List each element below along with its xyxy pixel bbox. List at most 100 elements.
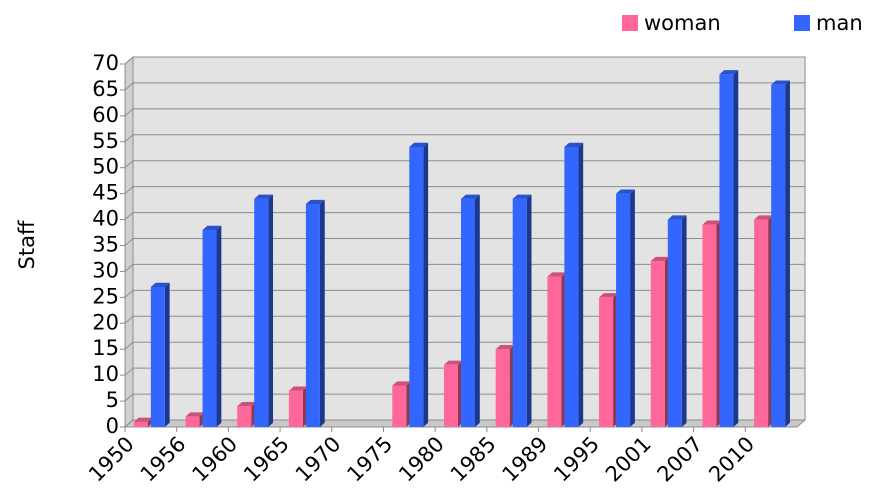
y-tick-label: 65: [92, 77, 119, 101]
bar-front: [616, 193, 631, 427]
grid-line: [124, 56, 805, 65]
x-tick-label: 1989: [498, 432, 553, 487]
y-tick-label: 35: [92, 233, 119, 257]
x-tick-label: 1956: [136, 432, 191, 487]
bar-top: [150, 282, 170, 287]
bar-front: [409, 146, 424, 427]
bar-front: [495, 349, 510, 427]
bar-top: [185, 412, 205, 417]
bar-front: [254, 198, 269, 427]
bar: [547, 272, 567, 427]
bar-top: [547, 272, 567, 277]
bar-top: [667, 215, 687, 220]
bar-side: [216, 225, 222, 427]
bar-front: [754, 219, 769, 427]
legend: woman man: [622, 11, 863, 35]
y-tick-label: 0: [106, 414, 119, 438]
legend-swatch: [622, 15, 638, 31]
bar: [495, 345, 515, 427]
bar: [771, 80, 790, 428]
x-tick-label: 1965: [239, 432, 294, 487]
grid-line: [124, 108, 805, 117]
bar-side: [475, 194, 480, 427]
y-tick-label: 25: [92, 284, 119, 308]
bar-top: [409, 142, 429, 147]
bar-front: [133, 421, 148, 427]
x-tick-label: 1960: [187, 432, 242, 487]
bar-top: [288, 386, 308, 391]
y-tick-label: 20: [92, 310, 119, 334]
bar-top: [133, 417, 153, 422]
bar: [185, 412, 205, 427]
bar-side: [785, 80, 790, 428]
legend-label: woman: [644, 11, 721, 35]
bar-side: [319, 199, 325, 427]
x-tick-label: 2001: [601, 432, 656, 487]
bar-top: [461, 194, 480, 199]
bar-top: [254, 194, 274, 199]
bar-top: [702, 220, 722, 225]
bar: [599, 293, 618, 427]
bar-side: [578, 142, 584, 427]
x-tick-label: 1975: [342, 432, 397, 487]
bar: [202, 225, 222, 427]
bar-top: [599, 293, 618, 298]
grid-line: [124, 134, 805, 143]
bar: [512, 194, 532, 427]
bar-top: [771, 80, 790, 85]
x-tick-label: 1985: [446, 432, 501, 487]
y-tick-label: 45: [92, 181, 119, 205]
bar-top: [650, 256, 670, 262]
bar-side: [681, 215, 687, 427]
bar-front: [599, 297, 614, 427]
y-tick-label: 55: [92, 129, 119, 153]
bar: [444, 360, 463, 427]
bar-front: [461, 198, 475, 427]
bar-front: [202, 229, 217, 427]
bar-front: [150, 286, 165, 427]
bar-top: [512, 194, 532, 199]
bar: [461, 194, 480, 427]
x-tick-label: 1995: [549, 432, 604, 487]
bar-front: [392, 385, 407, 427]
bar-front: [702, 224, 717, 427]
bar-side: [526, 194, 532, 427]
x-tick-label: 2010: [704, 432, 759, 487]
bar-top: [392, 381, 412, 386]
bar: [409, 142, 429, 427]
legend-swatch: [794, 15, 810, 31]
bar-front: [305, 204, 320, 427]
bar-side: [630, 189, 635, 427]
bar-front: [288, 390, 303, 427]
x-tick-label: 1980: [394, 432, 449, 487]
bar: [150, 282, 170, 427]
bar-side: [164, 282, 170, 427]
y-tick-label: 50: [92, 155, 119, 179]
x-tick-label: 1970: [291, 432, 346, 487]
bar-top: [202, 225, 222, 230]
bar-top: [305, 199, 325, 205]
bar-top: [719, 70, 739, 75]
y-tick-label: 10: [92, 362, 119, 386]
bar-front: [667, 219, 682, 427]
legend-label: man: [816, 11, 863, 35]
bar: [392, 381, 412, 427]
y-tick-label: 40: [92, 207, 119, 231]
y-tick-label: 30: [92, 258, 119, 282]
bar-front: [719, 74, 734, 427]
y-tick-label: 15: [92, 336, 119, 360]
bar-front: [650, 261, 665, 427]
bar: [667, 215, 687, 427]
bar: [616, 189, 635, 427]
bar-top: [754, 215, 773, 220]
bar-top: [564, 142, 584, 147]
bar-top: [237, 402, 257, 407]
y-tick-label: 60: [92, 103, 119, 127]
bar-front: [771, 84, 786, 427]
y-tick-label: 70: [92, 51, 119, 75]
bar-top: [616, 189, 635, 194]
bar-front: [512, 198, 527, 427]
y-tick-label: 5: [106, 388, 119, 412]
bar-side: [423, 142, 429, 427]
